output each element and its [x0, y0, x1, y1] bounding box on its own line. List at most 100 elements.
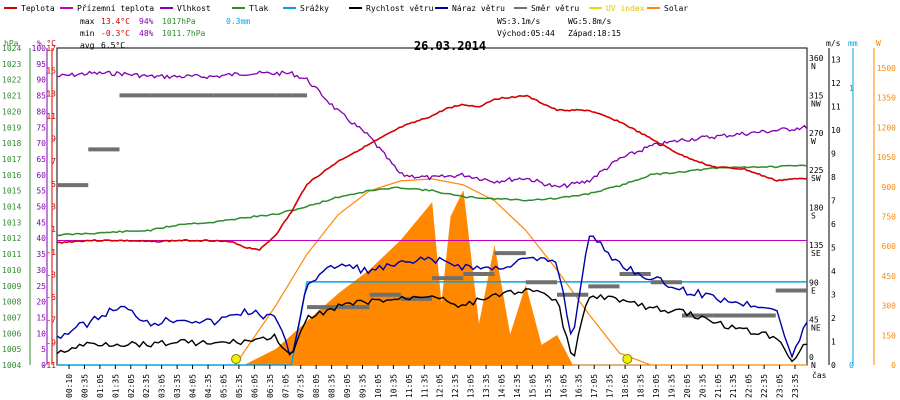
axis-dir-letter: S — [811, 212, 816, 221]
axis-w-tick: 600 — [882, 242, 897, 251]
axis-dir-tick: 135 — [809, 241, 824, 250]
axis-ms-tick: 10 — [831, 126, 841, 135]
axis-w-tick: 0 — [891, 361, 896, 370]
axis-hpa-tick: 1005 — [2, 345, 21, 354]
axis-w-tick: 150 — [882, 331, 897, 340]
axis-w-tick: 1500 — [877, 64, 896, 73]
stat-sunset: Západ:18:15 — [568, 29, 621, 38]
axis-dir-tick: 180 — [809, 204, 824, 213]
axis-hpa-tick: 1004 — [2, 361, 21, 370]
axis-hpa-tick: 1013 — [2, 218, 21, 227]
x-tick-label: 07:35 — [297, 374, 306, 398]
axis-hpa-tick: 1021 — [2, 92, 21, 101]
legend-label-0: Teplota — [21, 4, 55, 13]
axis-hpa-tick: 1018 — [2, 139, 21, 148]
axis-temp-tick: 15 — [46, 67, 56, 76]
x-tick-label: 21:05 — [714, 374, 723, 398]
x-tick-label: 14:35 — [513, 374, 522, 398]
stat-sunrise: Východ:05:44 — [497, 29, 555, 38]
axis-pct-tick: 100 — [32, 44, 47, 53]
axis-hpa-tick: 1010 — [2, 266, 21, 275]
series-pressure — [56, 164, 808, 237]
x-tick-label: 06:05 — [250, 374, 259, 398]
x-tick-label: 00:10 — [65, 374, 74, 398]
x-tick-label: 23:05 — [776, 374, 785, 398]
axis-dir-tick: 360 — [809, 54, 824, 63]
axis-temp-tick: -7 — [46, 316, 56, 325]
x-tick-label: 22:35 — [760, 374, 769, 398]
axis-temp-tick: 3 — [51, 203, 56, 212]
x-tick-label: 12:35 — [451, 374, 460, 398]
x-tick-label: 18:05 — [621, 374, 630, 398]
x-tick-label: 16:05 — [559, 374, 568, 398]
axis-w-tick: 1200 — [877, 123, 896, 132]
axis-hpa-tick: 1019 — [2, 123, 21, 132]
axes: hPa% °C1024102310221021102010191018101710… — [2, 39, 896, 370]
axis-pct-tick: 20 — [36, 298, 46, 307]
axis-hpa-tick: 1015 — [2, 187, 21, 196]
axis-pct-tick: 85 — [36, 92, 46, 101]
legend-label-5: Rychlost větru — [366, 4, 434, 13]
axis-dir-letter: E — [811, 286, 816, 295]
axis-dir-letter: N — [811, 361, 816, 370]
x-tick-label: 13:05 — [467, 374, 476, 398]
axis-ms-tick: 1 — [831, 338, 836, 347]
axis-hpa-tick: 1008 — [2, 298, 21, 307]
axis-dir-letter: W — [811, 137, 816, 146]
axis-mm-title: mm — [848, 39, 858, 48]
stat-avg-label: avg — [80, 41, 95, 50]
x-tick-label: 02:35 — [142, 374, 151, 398]
axis-temp-tick: -3 — [46, 270, 56, 279]
axis-pct-tick: 50 — [36, 203, 46, 212]
x-tick-label: 07:05 — [281, 374, 290, 398]
x-tick-label: 11:05 — [405, 374, 414, 398]
x-tick-label: 22:05 — [745, 374, 754, 398]
axis-pct-tick: 95 — [36, 60, 46, 69]
legend: Teplota Přízemní teplota Vlhkost Tlak Srážky… — [4, 4, 688, 13]
series-wind-speed — [56, 288, 808, 363]
x-tick-label: 10:05 — [374, 374, 383, 398]
axis-pct-tick: 10 — [36, 329, 46, 338]
axis-dir-tick: 315 — [809, 91, 824, 100]
axis-pct-title: % — [37, 39, 42, 48]
axis-dir-letter: NE — [811, 324, 821, 333]
axis-temp-tick: 11 — [46, 112, 56, 121]
axis-pct-tick: 70 — [36, 139, 46, 148]
series-temperature — [56, 94, 808, 252]
stat-max-temp: 13.4°C — [101, 17, 130, 26]
axis-pct-tick: 5 — [41, 345, 46, 354]
stat-min-temp: -0.3°C — [101, 29, 130, 38]
stat-wg: WG:5.8m/s — [568, 17, 612, 26]
stat-rain: 0.3mm — [226, 17, 250, 26]
axis-ms-tick: 8 — [831, 173, 836, 182]
axis-dir-tick: 0 — [809, 353, 814, 362]
stat-min-hum: 48% — [139, 29, 154, 38]
axis-ms-tick: 2 — [831, 314, 836, 323]
axis-temp-tick: 13 — [46, 89, 56, 98]
axis-dir-letter: N — [811, 62, 816, 71]
x-axis-label: čas — [812, 370, 827, 380]
axis-w-tick: 300 — [882, 302, 897, 311]
x-tick-label: 10:35 — [389, 374, 398, 398]
axis-pct-tick: 75 — [36, 123, 46, 132]
x-tick-label: 06:35 — [266, 374, 275, 398]
x-axis: 00:10 00:35 01:05 01:35 02:05 02:35 03:05 03:35… — [65, 365, 827, 398]
x-tick-label: 19:05 — [652, 374, 661, 398]
axis-ms-tick: 6 — [831, 220, 836, 229]
axis-ms-tick: 12 — [831, 79, 841, 88]
axis-hpa-tick: 1022 — [2, 76, 21, 85]
axis-ms-tick: 13 — [831, 56, 841, 65]
x-tick-label: 23:35 — [791, 374, 800, 398]
stat-max-label: max — [80, 17, 95, 26]
axis-pct-tick: 45 — [36, 218, 46, 227]
axis-pct-tick: 0 — [41, 361, 46, 370]
axis-pct-tick: 35 — [36, 250, 46, 259]
x-tick-label: 01:35 — [111, 374, 120, 398]
axis-pct-tick: 30 — [36, 266, 46, 275]
x-tick-label: 04:35 — [204, 374, 213, 398]
sunset-marker — [622, 354, 633, 364]
x-tick-label: 13:35 — [482, 374, 491, 398]
axis-mm-tick: 1 — [849, 84, 854, 93]
stat-ws: WS:3.1m/s — [497, 17, 541, 26]
